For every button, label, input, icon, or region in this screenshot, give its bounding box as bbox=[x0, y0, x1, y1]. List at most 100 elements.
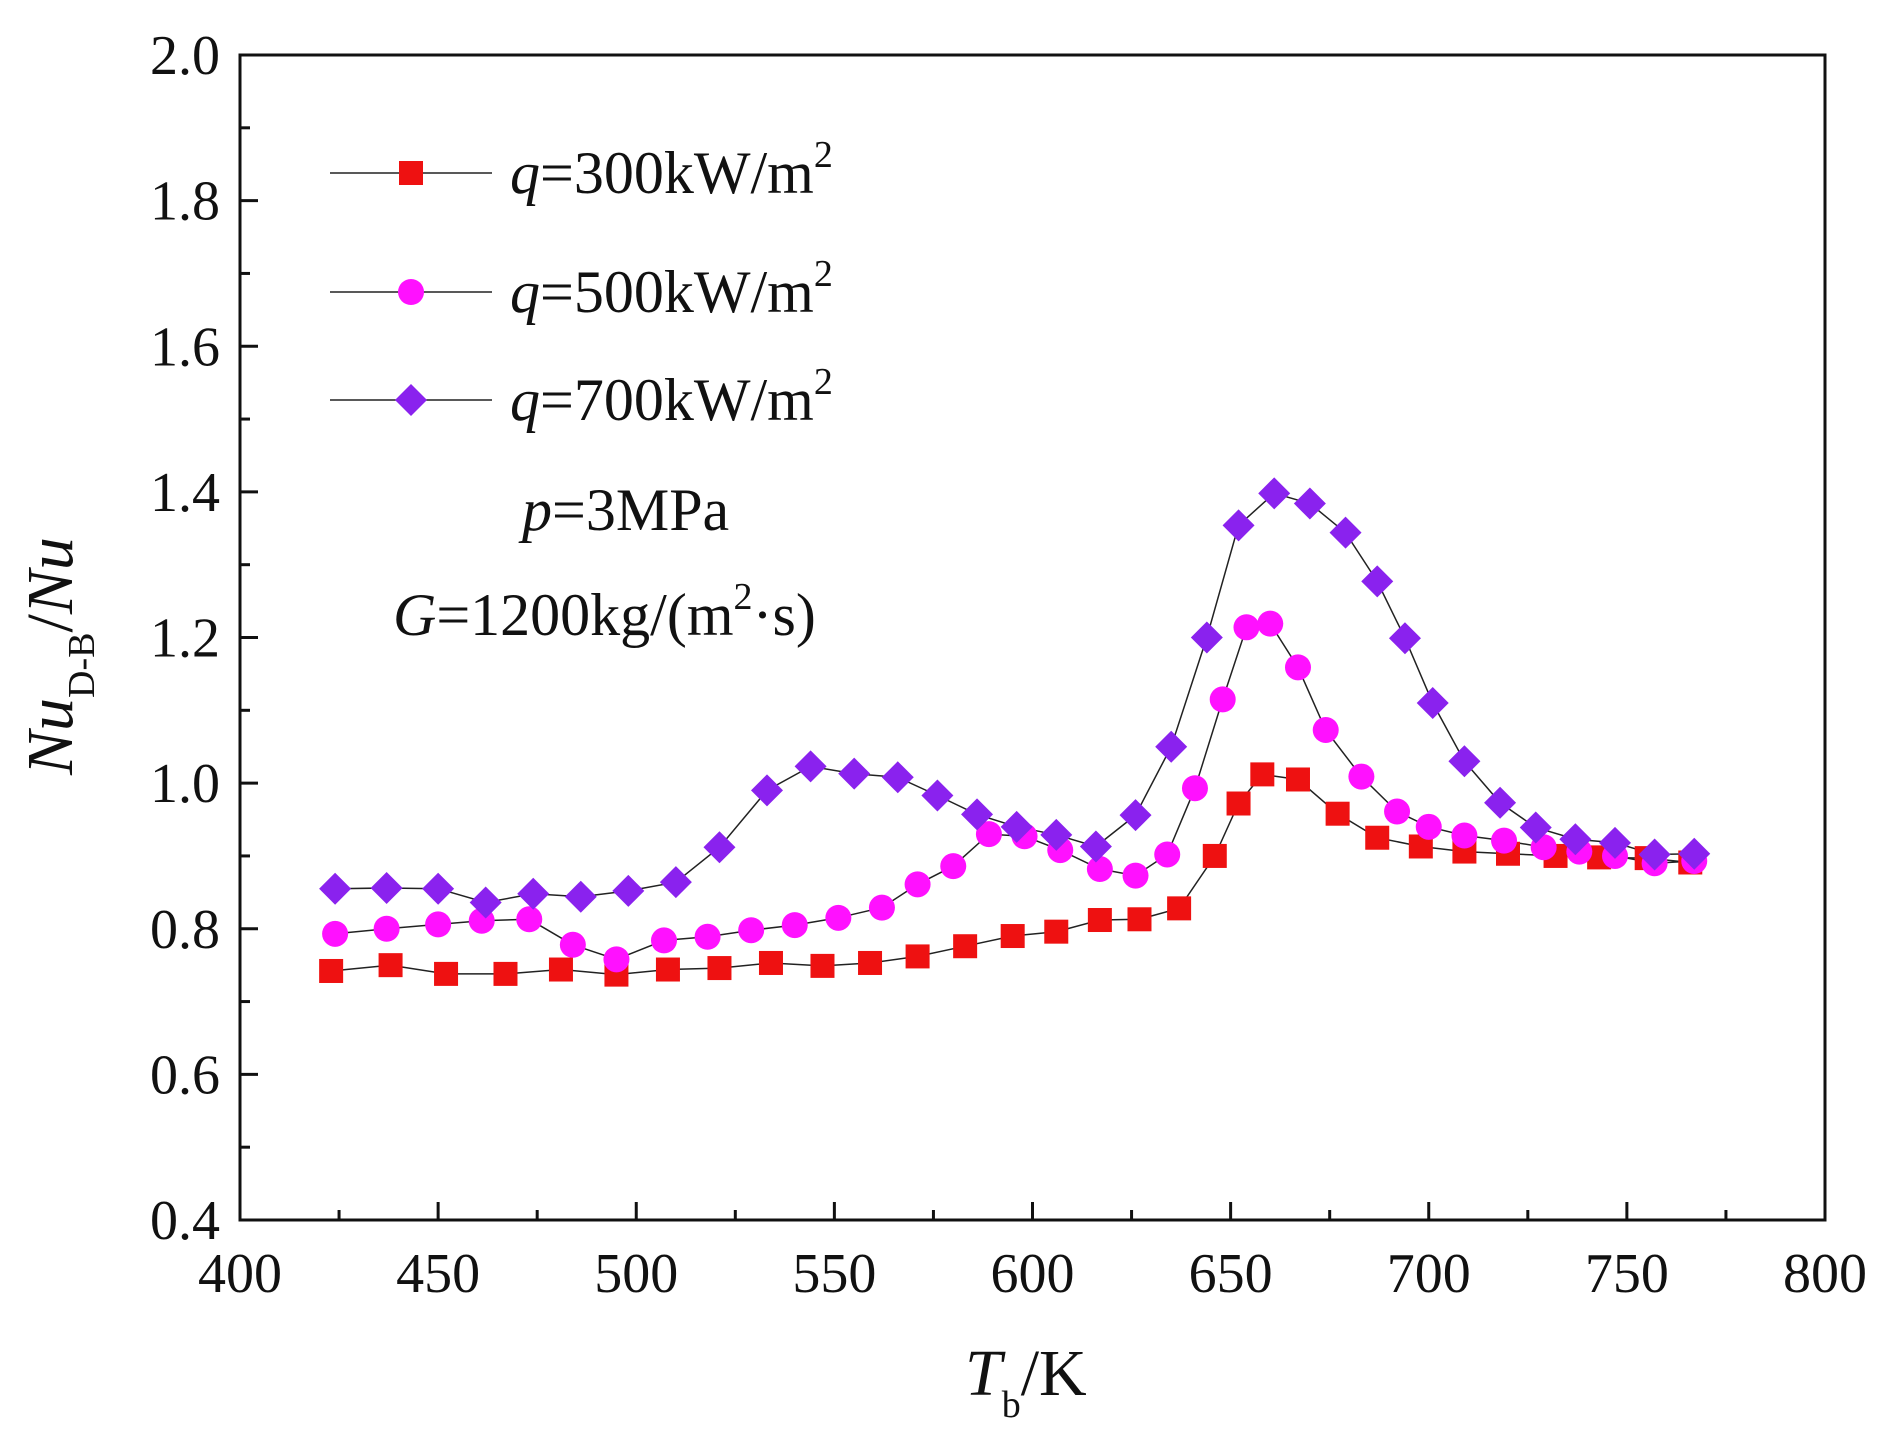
x-tick-label: 550 bbox=[792, 1243, 876, 1305]
data-point-q500 bbox=[781, 912, 808, 939]
x-axis-title: Tb/K bbox=[965, 1337, 1087, 1426]
data-point-q700 bbox=[961, 798, 994, 831]
data-point-q500 bbox=[1284, 654, 1311, 681]
data-point-q300 bbox=[758, 950, 783, 975]
legend-label-text: =500kW/m bbox=[540, 259, 814, 325]
data-point-q500 bbox=[1086, 856, 1113, 883]
series-markers bbox=[319, 477, 1711, 987]
y-axis-title: NuD-B/Nu bbox=[14, 537, 103, 776]
data-point-q300 bbox=[319, 958, 344, 983]
data-point-q300 bbox=[707, 956, 732, 981]
data-point-q700 bbox=[1040, 818, 1073, 851]
data-point-q700 bbox=[422, 872, 455, 905]
data-point-q300 bbox=[1087, 908, 1112, 933]
data-point-q700 bbox=[1329, 516, 1362, 549]
legend-marker-square bbox=[399, 161, 423, 185]
data-point-q700 bbox=[1598, 826, 1631, 859]
data-point-q700 bbox=[1119, 799, 1152, 832]
annotation-pressure: p=3MPa bbox=[518, 477, 729, 543]
x-tick-label: 600 bbox=[991, 1243, 1075, 1305]
data-point-q700 bbox=[659, 866, 692, 899]
annotation-mass-flux-tail: ·s) bbox=[753, 582, 816, 648]
x-tick-label: 650 bbox=[1189, 1243, 1273, 1305]
data-point-q700 bbox=[1448, 745, 1481, 778]
y-tick-label: 1.2 bbox=[150, 608, 220, 670]
x-axis-title-var: T bbox=[965, 1337, 1006, 1410]
data-point-q700 bbox=[1519, 811, 1552, 844]
data-point-q700 bbox=[1361, 565, 1394, 598]
data-point-q300 bbox=[1285, 767, 1310, 792]
data-point-q300 bbox=[1167, 896, 1192, 921]
legend-item-q500: q=500kW/m2 bbox=[330, 253, 833, 325]
data-point-q700 bbox=[921, 779, 954, 812]
data-point-q700 bbox=[703, 831, 736, 864]
data-point-q300 bbox=[1000, 924, 1025, 949]
data-point-q700 bbox=[1638, 838, 1671, 871]
legend-label-sup: 2 bbox=[814, 134, 833, 176]
data-point-q700 bbox=[1484, 786, 1517, 819]
data-point-q500 bbox=[1491, 827, 1518, 854]
legend-label-sup: 2 bbox=[814, 361, 833, 403]
annotation-mass-flux-text: =1200kg/(m bbox=[436, 582, 733, 648]
x-axis-title-sub: b bbox=[1002, 1384, 1021, 1426]
y-axis-title-den: Nu bbox=[14, 537, 87, 615]
data-point-q500 bbox=[940, 853, 967, 880]
legend-label-text: =700kW/m bbox=[540, 367, 814, 433]
data-point-q700 bbox=[1293, 487, 1326, 520]
data-point-q700 bbox=[517, 877, 550, 910]
x-axis-title-unit: /K bbox=[1021, 1337, 1087, 1410]
data-point-q700 bbox=[794, 750, 827, 783]
data-point-q500 bbox=[1415, 813, 1442, 840]
data-point-q700 bbox=[838, 757, 871, 790]
data-point-q300 bbox=[1202, 843, 1227, 868]
data-point-q700 bbox=[881, 761, 914, 794]
legend-label: q=500kW/m2 bbox=[510, 253, 833, 325]
x-tick-label: 400 bbox=[198, 1243, 282, 1305]
y-axis-title-sub: D-B bbox=[61, 633, 103, 698]
y-axis-ticks: 0.4 0.6 0.8 1.0 1.2 1.4 1.6 1.8 2.0 bbox=[150, 25, 258, 1252]
legend-label-text: =300kW/m bbox=[540, 140, 814, 206]
data-point-q700 bbox=[370, 871, 403, 904]
data-point-q700 bbox=[1155, 730, 1188, 763]
annotation-mass-flux: G=1200kg/(m2·s) bbox=[393, 576, 816, 648]
data-point-q700 bbox=[1258, 477, 1291, 510]
y-tick-label: 1.8 bbox=[150, 171, 220, 233]
legend-item-q300: q=300kW/m2 bbox=[330, 134, 833, 206]
y-axis-title-var: Nu bbox=[14, 698, 87, 776]
data-point-q500 bbox=[738, 917, 765, 944]
data-point-q700 bbox=[469, 886, 502, 919]
data-point-q300 bbox=[378, 953, 403, 978]
x-tick-label: 750 bbox=[1585, 1243, 1669, 1305]
x-tick-label: 500 bbox=[594, 1243, 678, 1305]
legend-label-var: q bbox=[510, 140, 540, 206]
data-point-q500 bbox=[868, 894, 895, 921]
data-point-q700 bbox=[1079, 830, 1112, 863]
data-point-q500 bbox=[904, 871, 931, 898]
data-point-q300 bbox=[810, 953, 835, 978]
data-point-q500 bbox=[1181, 775, 1208, 802]
data-point-q500 bbox=[373, 915, 400, 942]
data-point-q500 bbox=[1154, 841, 1181, 868]
data-point-q500 bbox=[603, 946, 630, 973]
y-axis-title-over: / bbox=[14, 614, 87, 633]
data-point-q500 bbox=[1122, 862, 1149, 889]
x-axis-ticks: 400 450 500 550 600 650 700 750 800 bbox=[198, 1202, 1867, 1305]
annotation-pressure-var: p bbox=[518, 477, 552, 543]
data-point-q500 bbox=[1384, 798, 1411, 825]
legend-label: q=300kW/m2 bbox=[510, 134, 833, 206]
data-point-q300 bbox=[858, 950, 883, 975]
x-tick-label: 700 bbox=[1387, 1243, 1471, 1305]
data-point-q500 bbox=[650, 927, 677, 954]
data-point-q700 bbox=[1416, 687, 1449, 720]
data-point-q700 bbox=[1190, 621, 1223, 654]
annotation-mass-flux-var: G bbox=[393, 582, 436, 648]
data-point-q700 bbox=[612, 874, 645, 907]
data-point-q300 bbox=[1226, 791, 1251, 816]
data-point-q500 bbox=[1312, 716, 1339, 743]
data-point-q700 bbox=[1388, 622, 1421, 655]
y-tick-label: 0.8 bbox=[150, 899, 220, 961]
data-point-q300 bbox=[434, 961, 459, 986]
x-tick-label: 450 bbox=[396, 1243, 480, 1305]
y-tick-label: 0.6 bbox=[150, 1044, 220, 1106]
